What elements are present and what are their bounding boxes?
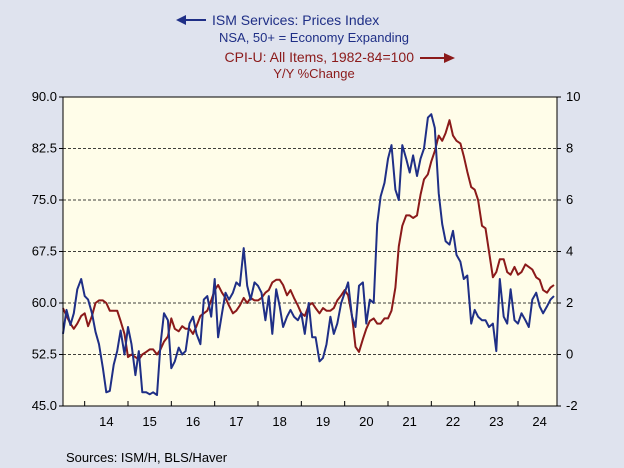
right-tick-label: 2 [566,295,573,310]
legend-ism-subtitle: NSA, 50+ = Economy Expanding [219,30,409,45]
x-tick-label: 23 [489,414,503,429]
legend-cpi-label: CPI-U: All Items, 1982-84=100 [225,49,415,65]
left-tick-label: 60.0 [32,295,57,310]
ism-prices-line [62,113,555,396]
x-tick-label: 19 [316,414,330,429]
right-axis: 10 8 6 4 2 0 -2 [557,89,580,413]
left-axis: 90.0 82.5 75.0 67.5 60.0 52.5 45.0 [32,89,63,413]
legend-ism: ISM Services: Prices Index NSA, 50+ = Ec… [176,12,409,45]
legend-ism-arrow-head-icon [176,15,186,25]
x-tick-label: 18 [272,414,286,429]
x-tick-label: 21 [402,414,416,429]
left-tick-label: 52.5 [32,347,57,362]
x-tick-label: 24 [532,414,546,429]
right-tick-label: 0 [566,347,573,362]
legend-cpi: CPI-U: All Items, 1982-84=100 Y/Y %Chang… [225,49,455,81]
x-tick-label: 22 [446,414,460,429]
source-note: Sources: ISM/H, BLS/Haver [66,450,228,465]
series-lines [62,113,555,396]
right-tick-label: 6 [566,192,573,207]
x-tick-label: 14 [99,414,113,429]
gridlines [63,148,557,355]
x-tick-label: 15 [142,414,156,429]
legend-cpi-arrow-head-icon [444,53,455,63]
right-tick-label: 8 [566,141,573,156]
x-tick-label: 17 [229,414,243,429]
legend-cpi-subtitle: Y/Y %Change [273,66,354,81]
left-tick-label: 90.0 [32,89,57,104]
left-tick-label: 82.5 [32,141,57,156]
left-tick-label: 67.5 [32,244,57,259]
right-tick-label: 10 [566,89,580,104]
x-axis: 14 15 16 17 18 19 20 21 22 23 24 [84,401,547,429]
x-tick-label: 20 [359,414,373,429]
right-tick-label: 4 [566,244,573,259]
left-tick-label: 45.0 [32,398,57,413]
x-tick-label: 16 [186,414,200,429]
left-tick-label: 75.0 [32,192,57,207]
right-tick-label: -2 [566,398,578,413]
legend-ism-label: ISM Services: Prices Index [212,12,379,28]
